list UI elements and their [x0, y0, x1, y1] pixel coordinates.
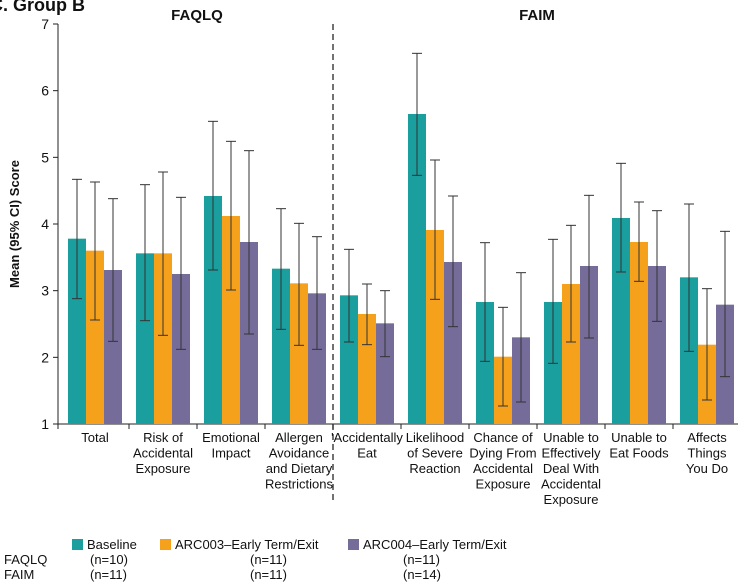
bar-arc003-2 — [222, 216, 240, 424]
category-label-6-3: Exposure — [476, 477, 531, 492]
legend-row-label-faim: FAIM — [4, 567, 35, 582]
bar-arc003-8 — [630, 242, 648, 424]
legend-n-row-faim: FAIM (n=11) (n=11) (n=14) — [0, 567, 738, 583]
panel-label: C. Group B — [0, 0, 85, 15]
category-label-5-2: Reaction — [409, 461, 460, 476]
legend-entry-baseline: Baseline — [72, 537, 137, 553]
legend-n-faqlq-arc003: (n=11) — [250, 552, 287, 567]
legend-label-arc004: ARC004–Early Term/Exit — [363, 537, 507, 552]
category-label-7-3: Accidental — [541, 477, 601, 492]
category-label-3-2: and Dietary — [266, 461, 333, 476]
y-tick-label-3: 3 — [41, 283, 49, 299]
section-title-faim: FAIM — [519, 7, 555, 24]
bar-arc003-1 — [154, 253, 172, 424]
category-label-3-1: Avoidance — [269, 446, 329, 461]
legend-swatch-arc003 — [160, 539, 171, 550]
category-label-8-0: Unable to — [611, 430, 667, 445]
y-tick-label-7: 7 — [41, 16, 49, 32]
bar-arc004-3 — [308, 293, 326, 424]
bar-baseline-2 — [204, 196, 222, 424]
category-label-5-0: Likelihood — [406, 430, 465, 445]
category-label-1-0: Risk of — [143, 430, 183, 445]
y-tick-label-1: 1 — [41, 416, 49, 432]
y-tick-label-4: 4 — [41, 216, 49, 232]
plot-area: 1 2 3 4 5 6 7 Mean (95% CI) Score FAQLQ FAIM Total… — [7, 7, 738, 507]
legend-label-arc003: ARC003–Early Term/Exit — [175, 537, 319, 552]
legend-n-faqlq-arc004: (n=11) — [403, 552, 440, 567]
category-label-3-3: Restrictions — [265, 477, 333, 492]
category-label-6-1: Dying From — [469, 446, 536, 461]
bar-arc004-5 — [444, 262, 462, 424]
legend-n-row-faqlq: FAQLQ (n=10) (n=11) (n=11) — [0, 552, 738, 568]
bar-baseline-8 — [612, 218, 630, 424]
y-tick-label-5: 5 — [41, 149, 49, 165]
legend-n-faim-baseline: (n=11) — [90, 567, 127, 582]
legend-n-faqlq-baseline: (n=10) — [90, 552, 128, 567]
bar-arc003-7 — [562, 284, 580, 424]
category-label-9-2: You Do — [686, 461, 728, 476]
bar-baseline-6 — [476, 302, 494, 424]
bar-baseline-3 — [272, 268, 290, 424]
category-label-5-1: of Severe — [407, 446, 463, 461]
category-label-7-0: Unable to — [543, 430, 599, 445]
category-label-9-0: Affects — [687, 430, 727, 445]
legend-entry-arc003: ARC003–Early Term/Exit — [160, 537, 319, 553]
legend-entry-arc004: ARC004–Early Term/Exit — [348, 537, 507, 553]
category-label-7-1: Effectively — [541, 446, 601, 461]
bar-arc003-0 — [86, 250, 104, 424]
legend-n-faim-arc004: (n=14) — [403, 567, 441, 582]
category-label-2-0: Emotional — [202, 430, 260, 445]
category-label-0-0: Total — [81, 430, 109, 445]
category-label-2-1: Impact — [211, 446, 250, 461]
category-label-3-0: Allergen — [275, 430, 323, 445]
category-label-1-1: Accidental — [133, 446, 193, 461]
category-label-4-0: 'Accidentally — [331, 430, 403, 445]
bar-arc004-7 — [580, 266, 598, 424]
category-label-6-0: Chance of — [473, 430, 533, 445]
y-tick-label-2: 2 — [41, 349, 49, 365]
category-label-7-4: Exposure — [544, 492, 599, 507]
legend-label-baseline: Baseline — [87, 537, 137, 552]
legend-row-label-faqlq: FAQLQ — [4, 552, 48, 567]
category-label-1-2: Exposure — [136, 461, 191, 476]
bar-arc004-8 — [648, 266, 666, 424]
bar-arc003-4 — [358, 314, 376, 424]
category-label-4-1: Eat — [357, 446, 377, 461]
legend-swatch-arc004 — [348, 539, 359, 550]
bar-baseline-0 — [68, 238, 86, 424]
bar-baseline-4 — [340, 295, 358, 424]
bar-arc003-5 — [426, 230, 444, 424]
legend: Baseline ARC003–Early Term/Exit ARC004–E… — [0, 533, 738, 588]
y-axis-label: Mean (95% CI) Score — [7, 160, 22, 288]
legend-n-faim-arc003: (n=11) — [250, 567, 287, 582]
bar-arc004-4 — [376, 323, 394, 424]
bar-baseline-1 — [136, 253, 154, 424]
bar-arc003-3 — [290, 283, 308, 424]
y-tick-label-6: 6 — [41, 83, 49, 99]
category-label-6-2: Accidental — [473, 461, 533, 476]
bar-baseline-5 — [408, 114, 426, 424]
bar-arc004-0 — [104, 270, 122, 424]
category-label-8-1: Eat Foods — [609, 446, 669, 461]
category-label-7-2: Deal With — [543, 461, 599, 476]
section-title-faqlq: FAQLQ — [171, 7, 223, 24]
category-label-9-1: Things — [687, 446, 727, 461]
legend-swatch-baseline — [72, 539, 83, 550]
